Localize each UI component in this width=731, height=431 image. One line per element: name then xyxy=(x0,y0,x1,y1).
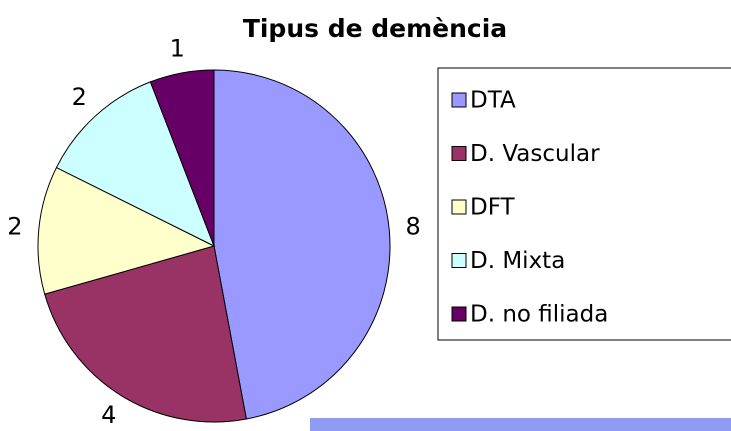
chart-title: Tipus de demència xyxy=(243,14,507,43)
pie-slice xyxy=(213,69,391,420)
data-label: 8 xyxy=(406,213,421,241)
legend-swatch xyxy=(451,253,467,268)
pie-slice xyxy=(55,81,215,248)
legend-swatch xyxy=(451,146,467,161)
data-label: 2 xyxy=(72,83,87,111)
legend-swatch xyxy=(451,306,467,322)
legend-box xyxy=(437,67,731,341)
pie-slice xyxy=(44,245,247,423)
data-label: 1 xyxy=(170,34,185,62)
legend-label: D. Vascular xyxy=(470,141,600,167)
legend-label: D. Mixta xyxy=(470,248,565,274)
legend-label: DFT xyxy=(470,195,516,221)
legend-swatch xyxy=(451,92,467,108)
pie-slice xyxy=(37,166,216,295)
data-label: 4 xyxy=(101,401,116,429)
pie-slice xyxy=(149,69,215,247)
legend-swatch xyxy=(451,199,467,215)
decor-bar xyxy=(310,418,731,431)
legend-label: DTA xyxy=(470,88,516,114)
data-label: 2 xyxy=(7,213,22,241)
legend-label: D. no filiada xyxy=(470,302,608,328)
